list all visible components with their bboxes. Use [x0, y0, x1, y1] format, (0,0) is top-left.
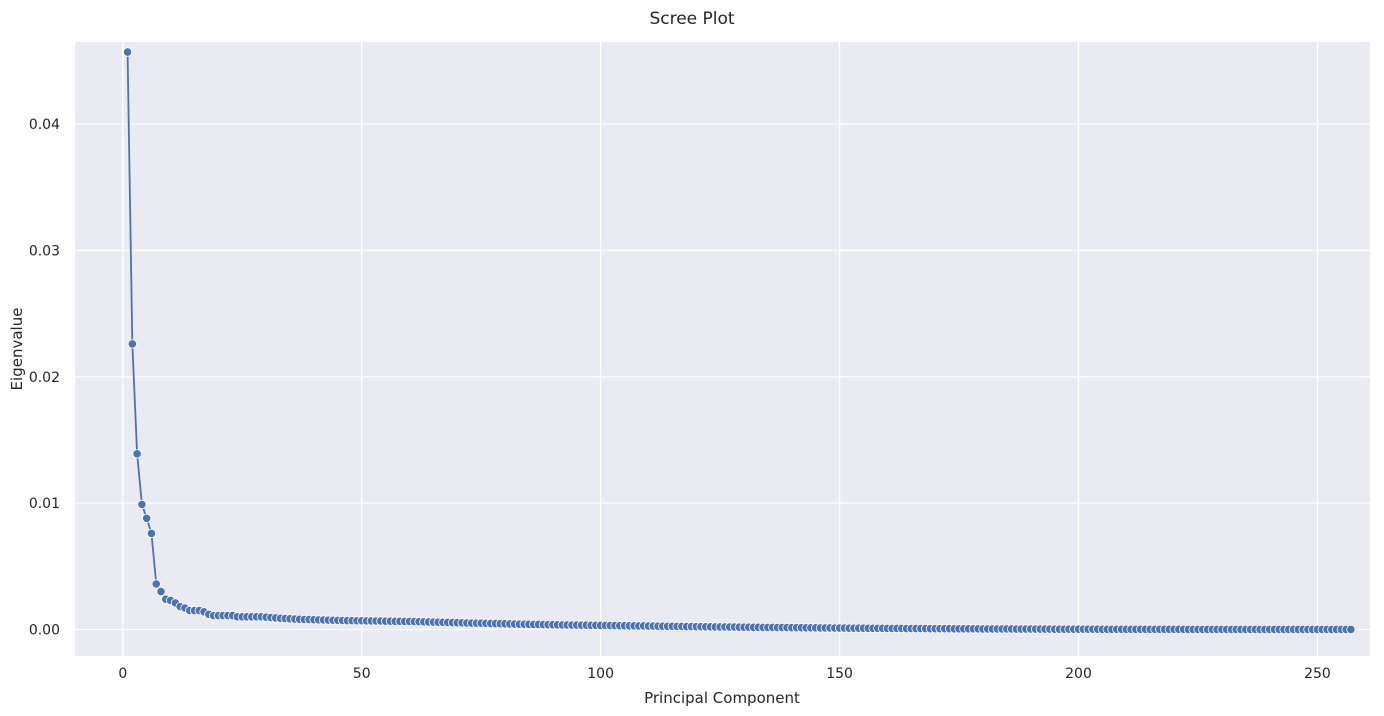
y-axis-label: Eigenvalue: [8, 308, 26, 391]
data-point: [122, 47, 133, 57]
data-point: [151, 579, 161, 589]
y-tick-label: 0.02: [29, 370, 60, 386]
data-point: [137, 499, 147, 509]
y-tick-label: 0.04: [29, 117, 60, 133]
data-point: [132, 449, 142, 459]
data-point: [142, 513, 152, 523]
x-axis-label: Principal Component: [644, 689, 800, 707]
tick-labels: 0 50 100 150 200 250 0.00 0.01 0.02 0.03 0.04: [29, 117, 1331, 682]
data-series: [122, 47, 1356, 635]
x-tick-label: 100: [587, 666, 614, 682]
data-point: [127, 339, 137, 349]
x-tick-label: 200: [1065, 666, 1092, 682]
x-tick-label: 50: [353, 666, 371, 682]
x-tick-label: 250: [1304, 666, 1331, 682]
y-tick-label: 0.03: [29, 243, 60, 259]
x-tick-label: 0: [118, 666, 127, 682]
y-tick-label: 0.00: [29, 622, 60, 638]
data-point: [146, 528, 157, 539]
data-point: [156, 586, 166, 597]
chart-title: Scree Plot: [649, 9, 734, 29]
data-point: [1346, 624, 1356, 635]
grid-lines: [75, 42, 1370, 656]
x-tick-label: 150: [826, 666, 853, 682]
y-tick-label: 0.01: [29, 496, 60, 512]
plot-background: [75, 42, 1370, 656]
